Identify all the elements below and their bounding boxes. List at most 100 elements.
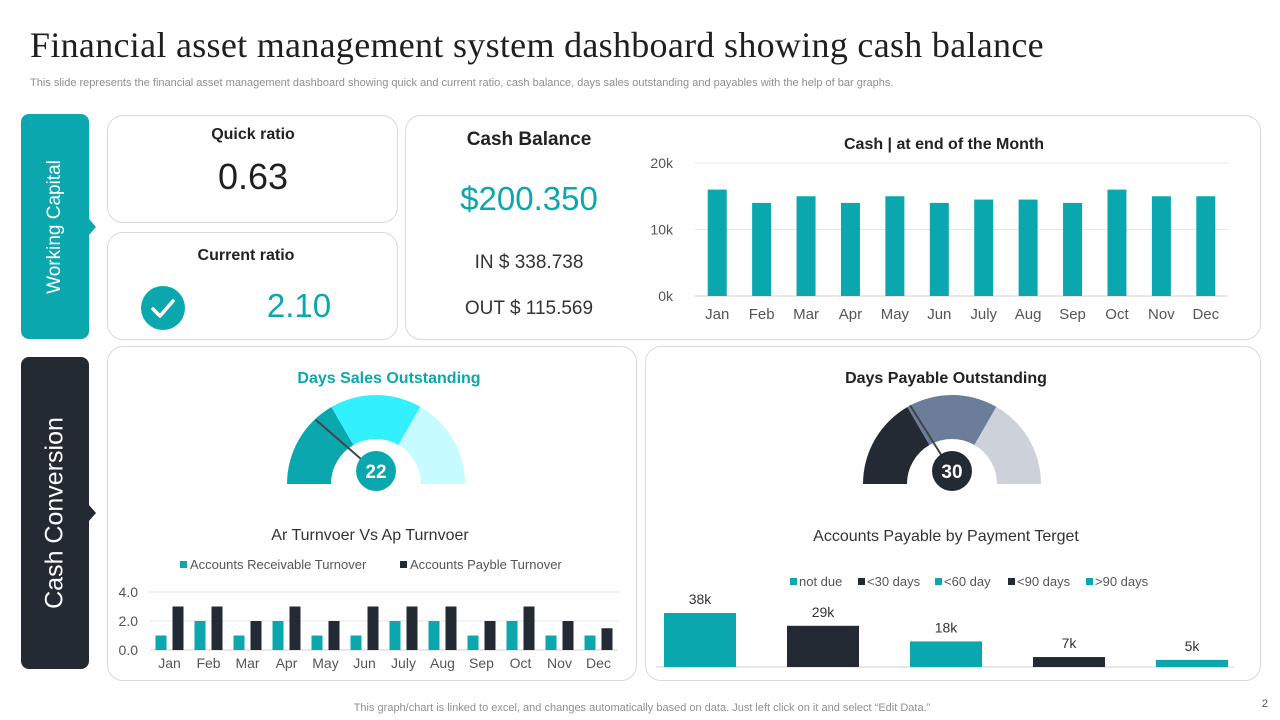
cash-bar — [1151, 196, 1171, 296]
turnover-bar — [172, 606, 184, 650]
gauge-segment — [398, 406, 465, 484]
payables-chart-title: Accounts Payable by Payment Terget — [813, 528, 1079, 545]
bar-data-label: 29k — [812, 604, 836, 620]
cash-balance-label: Cash Balance — [466, 129, 592, 150]
cash-month-chart: Cash | at end of the Month 0k 10k 20k Jan Feb… — [650, 136, 1228, 323]
turnover-bar — [194, 621, 206, 650]
x-tick-label: Apr — [276, 655, 298, 671]
x-tick-label: Mar — [235, 655, 259, 671]
turnover-chart-title: Ar Turnvoer Vs Ap Turnvoer — [271, 527, 469, 544]
turnover-bar — [506, 621, 518, 650]
payables-bar — [910, 641, 982, 667]
turnover-bar — [445, 606, 457, 650]
legend-label: Accounts Payble Turnover — [410, 557, 562, 572]
turnover-bar — [601, 628, 613, 650]
payables-bar — [787, 625, 859, 667]
page-number: 2 — [1261, 698, 1268, 710]
y-tick-label: 2.0 — [119, 613, 139, 629]
cash-bar — [974, 199, 994, 296]
tab-arrow — [89, 218, 96, 235]
x-tick-label: Jan — [705, 306, 729, 323]
turnover-bar — [155, 635, 167, 650]
current-ratio-card: Current ratio 2.10 — [107, 232, 398, 340]
cash-bar — [1063, 202, 1083, 296]
x-tick-label: Oct — [510, 655, 532, 671]
gauge-hub — [356, 451, 396, 491]
legend-label: not due — [799, 574, 842, 589]
turnover-bar — [250, 621, 262, 650]
legend-swatch — [400, 561, 407, 568]
gauge-segment — [907, 395, 997, 446]
page-title: Financial asset management system dashbo… — [30, 25, 1044, 65]
bar-data-label: 38k — [689, 591, 713, 607]
turnover-bar — [406, 606, 418, 650]
cash-in-label: IN $ — [474, 252, 510, 273]
x-tick-label: Apr — [839, 306, 862, 323]
x-tick-label: Nov — [1148, 306, 1175, 323]
gauge-segment — [331, 395, 421, 446]
gauge-segment — [287, 406, 354, 484]
current-ratio-label: Current ratio — [197, 247, 295, 264]
x-tick-label: Mar — [793, 306, 819, 323]
y-tick-label: 10k — [650, 222, 674, 238]
cash-bar — [885, 196, 905, 296]
cash-out: OUT $ 115.569 — [406, 298, 652, 320]
legend-label: >90 days — [1095, 574, 1149, 589]
x-tick-label: May — [881, 306, 910, 323]
page-subtitle: This slide represents the financial asse… — [30, 77, 894, 89]
x-tick-label: Jan — [158, 655, 181, 671]
bar-data-label: 5k — [1185, 638, 1201, 654]
x-tick-label: Dec — [1192, 306, 1219, 323]
x-tick-label: Dec — [586, 655, 611, 671]
quick-ratio-label: Quick ratio — [211, 126, 295, 143]
x-tick-label: Feb — [749, 306, 775, 323]
cash-bar — [1018, 199, 1038, 296]
cash-in-value: 338.738 — [514, 252, 584, 273]
working-capital-tab: Working Capital — [21, 114, 96, 339]
quick-ratio-value: 0.63 — [217, 156, 289, 197]
tab-arrow — [89, 505, 96, 521]
gauge-value: 22 — [365, 462, 386, 483]
turnover-chart: Ar Turnvoer Vs Ap Turnvoer Accounts Recei… — [119, 527, 618, 671]
turnover-bar — [428, 621, 440, 650]
y-tick-label: 0.0 — [119, 642, 139, 658]
x-tick-label: Sep — [1059, 306, 1086, 323]
turnover-bar — [272, 621, 284, 650]
bar-data-label: 18k — [935, 619, 959, 635]
dpo-gauge: 30 — [863, 395, 1041, 491]
x-tick-label: July — [391, 655, 416, 671]
y-tick-label: 0k — [658, 288, 674, 304]
x-tick-label: Feb — [196, 655, 220, 671]
bar-data-label: 7k — [1062, 635, 1078, 651]
turnover-bar — [367, 606, 379, 650]
cash-conversion-tab: Cash Conversion — [21, 357, 96, 669]
dso-gauge: 22 — [287, 395, 465, 491]
cash-bar — [752, 202, 772, 296]
gauge-segment — [863, 406, 930, 484]
x-tick-label: Nov — [547, 655, 572, 671]
dpo-card: Days Payable Outstanding — [645, 346, 1261, 681]
turnover-bar — [211, 606, 223, 650]
cash-bar — [1107, 189, 1127, 296]
legend-swatch — [790, 578, 797, 585]
legend-swatch — [858, 578, 865, 585]
turnover-bar — [311, 635, 323, 650]
payables-bar — [1033, 657, 1105, 667]
x-tick-label: May — [312, 655, 338, 671]
turnover-bar — [289, 606, 301, 650]
gauge-value: 30 — [941, 462, 962, 483]
turnover-bar — [389, 621, 401, 650]
y-tick-label: 4.0 — [119, 584, 139, 600]
cash-chart-title: Cash | at end of the Month — [844, 136, 1044, 153]
legend-swatch — [935, 578, 942, 585]
turnover-bar — [523, 606, 535, 650]
cash-bar — [707, 189, 727, 296]
turnover-bar — [328, 621, 340, 650]
current-ratio-value: 2.10 — [266, 287, 332, 324]
legend-label: <60 day — [944, 574, 991, 589]
cash-bar — [929, 202, 949, 296]
turnover-bar — [233, 635, 245, 650]
quick-ratio-card: Quick ratio 0.63 — [107, 115, 398, 223]
working-capital-label: Working Capital — [44, 159, 65, 294]
payables-bar — [1156, 659, 1228, 667]
